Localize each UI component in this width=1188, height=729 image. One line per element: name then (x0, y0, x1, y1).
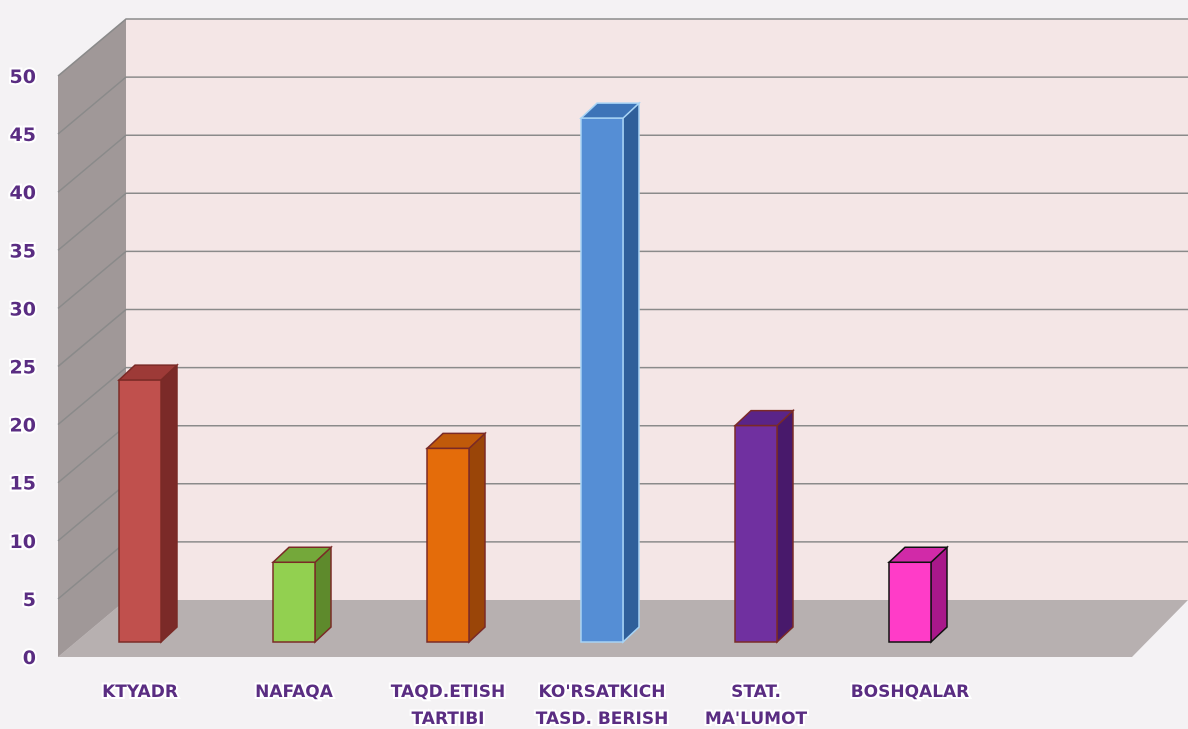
bar-side (776, 408, 794, 644)
y-tick-label: 10 (10, 531, 36, 553)
bar (579, 101, 641, 644)
gridlines (57, 18, 1188, 600)
y-tick-label: 5 (23, 589, 36, 611)
bar-front (734, 424, 778, 643)
category-labels: KTYADR NAFAQA TAQD.ETISH TARTIBI KO'RSATKICH… (100, 680, 971, 729)
gridline (57, 18, 1188, 77)
bar-front (426, 447, 470, 643)
gridline (57, 308, 1188, 368)
gridline (57, 192, 1188, 251)
bar-side (468, 431, 486, 644)
bars (117, 101, 949, 644)
bar-front (118, 379, 162, 643)
bar-front (272, 561, 316, 643)
bar-side (160, 363, 178, 644)
gridline (57, 250, 1188, 309)
bar-front (580, 117, 624, 643)
category-label: STAT. MA'LUMOT (705, 682, 808, 729)
bar-front (888, 561, 932, 643)
y-tick-label: 25 (10, 357, 36, 379)
bar (733, 408, 795, 644)
gridline (57, 134, 1188, 193)
bar-side (930, 545, 948, 644)
y-tick-label: 50 (10, 66, 36, 88)
y-tick-label: 0 (23, 647, 36, 669)
bar (117, 363, 179, 644)
category-label: KTYADR (102, 682, 178, 702)
y-tick-label: 30 (10, 298, 36, 320)
bar-side (314, 545, 332, 644)
category-label: KO'RSATKICH TASD. BERISH (536, 682, 669, 729)
category-label: TAQD.ETISH TARTIBI (391, 682, 505, 729)
category-label: BOSHQALAR (851, 682, 970, 702)
y-tick-labels: 0 5 10 15 20 25 30 35 40 45 50 (8, 64, 38, 671)
y-tick-label: 45 (10, 124, 36, 146)
y-tick-label: 40 (10, 182, 36, 204)
bar (425, 431, 487, 644)
bar (887, 545, 949, 644)
gridline (57, 366, 1188, 426)
y-tick-label: 20 (10, 415, 36, 437)
category-label: NAFAQA (255, 682, 334, 702)
y-tick-label: 15 (10, 473, 36, 495)
bar-side (622, 101, 640, 644)
y-tick-label: 35 (10, 240, 36, 262)
gridline (57, 76, 1188, 135)
bar (271, 545, 333, 644)
